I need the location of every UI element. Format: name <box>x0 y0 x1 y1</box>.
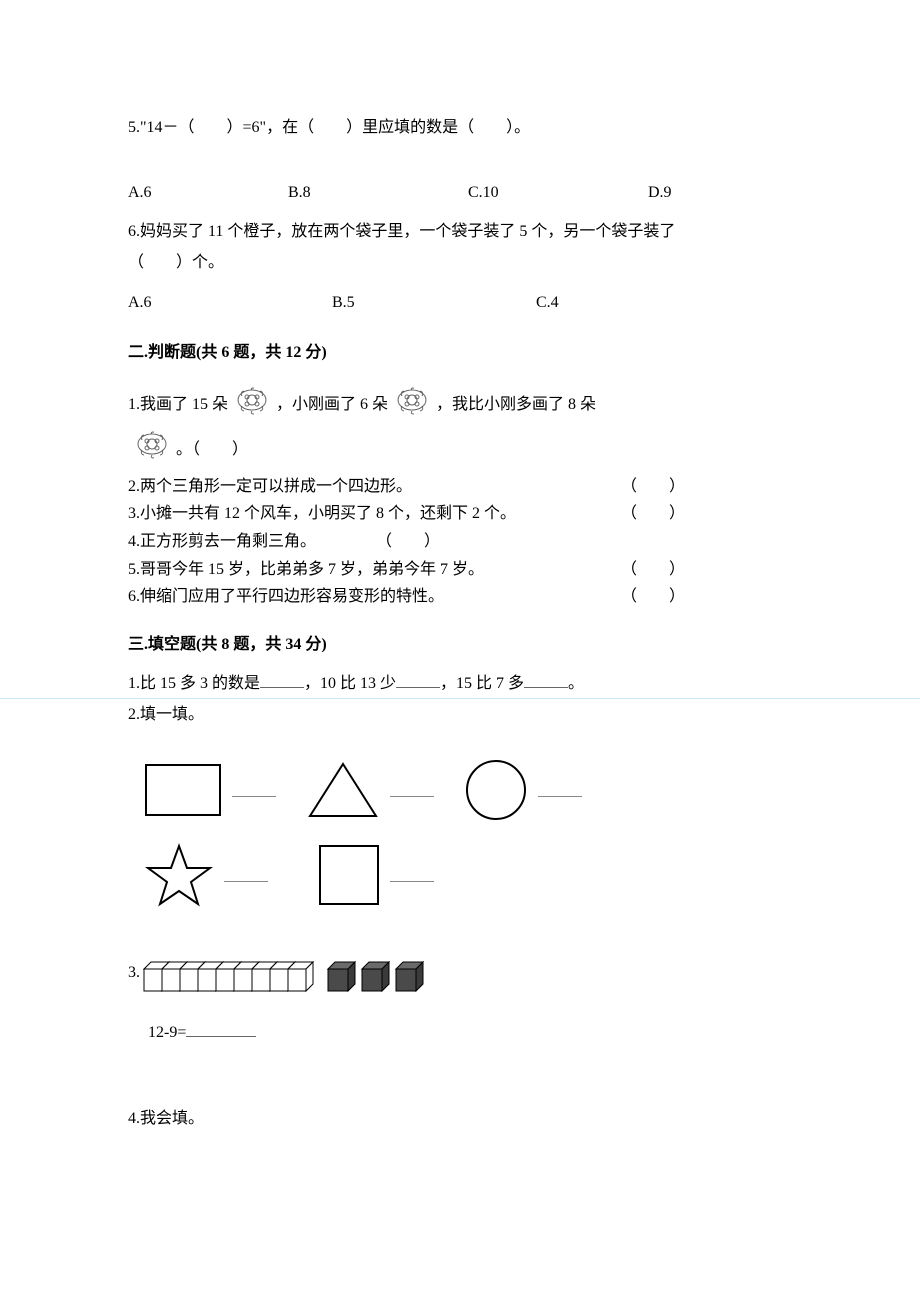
q5-opt-b: B.8 <box>288 180 468 206</box>
expr-text: 12-9= <box>148 1024 186 1041</box>
s2-q4: 4.正方形剪去一角剩三角。 （ ） <box>128 529 795 555</box>
faint-rule <box>0 698 920 699</box>
q6-line1: 6.妈妈买了 11 个橙子，放在两个袋子里，一个袋子装了 5 个，另一个袋子装了 <box>128 219 795 245</box>
s2-q1-d: 。（ ） <box>176 437 248 463</box>
blank[interactable] <box>396 674 440 688</box>
s3-q3-num: 3. <box>128 960 140 986</box>
q5-opt-a: A.6 <box>128 180 288 206</box>
s3-q2: 2.填一填。 <box>128 702 795 728</box>
s2-q6: 6.伸缩门应用了平行四边形容易变形的特性。 （ ） <box>128 584 795 610</box>
s2-q2-text: 2.两个三角形一定可以拼成一个四边形。 <box>128 474 412 500</box>
q6-opt-a: A.6 <box>128 290 332 316</box>
flower-icon <box>132 430 172 469</box>
flower-icon <box>232 386 272 425</box>
page-content: 5."14－（ ）=6"，在（ ）里应填的数是（ ）。 A.6 B.8 C.10… <box>0 0 920 677</box>
s3-q1: 1.比 15 多 3 的数是 ，10 比 13 少 ，15 比 7 多 。 <box>128 671 795 697</box>
s2-q5-text: 5.哥哥今年 15 岁，比弟弟多 7 岁，弟弟今年 7 岁。 <box>128 557 484 583</box>
q5-text: 5."14－（ ）=6"，在（ ）里应填的数是（ ）。 <box>128 115 795 141</box>
section2-title: 二.判断题(共 6 题，共 12 分) <box>128 340 795 366</box>
q6-options: A.6 B.5 C.4 <box>128 290 795 316</box>
blank[interactable] <box>186 1023 256 1037</box>
paren: （ ） <box>621 584 795 610</box>
blank[interactable] <box>224 868 268 882</box>
shape-rect <box>144 763 276 817</box>
q5-options: A.6 B.8 C.10 D.9 <box>128 180 795 206</box>
blank[interactable] <box>524 674 568 688</box>
q6-opt-b: B.5 <box>332 290 536 316</box>
s2-q2: 2.两个三角形一定可以拼成一个四边形。 （ ） <box>128 474 795 500</box>
s2-q1: 1.我画了 15 朵 ，小刚画了 6 朵 <box>128 386 795 425</box>
s3-q1-c: ，15 比 7 多 <box>440 675 524 692</box>
s2-q1-a: 1.我画了 15 朵 <box>128 392 228 418</box>
shape-square <box>318 844 434 906</box>
s2-q1-b: ，小刚画了 6 朵 <box>276 392 388 418</box>
blank[interactable] <box>390 783 434 797</box>
s2-q1-cont: 。（ ） <box>128 430 795 469</box>
q5-opt-d: D.9 <box>648 180 672 206</box>
paren: （ ） <box>621 557 795 583</box>
s3-q1-b: ，10 比 13 少 <box>304 675 396 692</box>
s2-q3: 3.小摊一共有 12 个风车，小明买了 8 个，还剩下 2 个。 （ ） <box>128 501 795 527</box>
shape-circle <box>464 758 582 822</box>
s3-q3: 3. <box>128 952 795 996</box>
shape-star <box>144 842 268 908</box>
cubes-row <box>142 960 440 996</box>
section3-title: 三.填空题(共 8 题，共 34 分) <box>128 632 795 658</box>
s3-q3-expr: 12-9= <box>148 1020 795 1046</box>
paren: （ ） <box>621 501 795 527</box>
s2-q3-text: 3.小摊一共有 12 个风车，小明买了 8 个，还剩下 2 个。 <box>128 501 516 527</box>
page-content-2: 1.比 15 多 3 的数是 ，10 比 13 少 ，15 比 7 多 。 2.填一填… <box>0 671 920 1131</box>
q6-opt-c: C.4 <box>536 290 559 316</box>
flower-icon <box>392 386 432 425</box>
blank[interactable] <box>260 674 304 688</box>
s2-q1-c: ，我比小刚多画了 8 朵 <box>436 392 596 418</box>
s3-q1-d: 。 <box>568 675 584 692</box>
s3-q4: 4.我会填。 <box>128 1106 795 1132</box>
paren: （ ） <box>621 474 795 500</box>
s3-q1-a: 1.比 15 多 3 的数是 <box>128 675 260 692</box>
blank[interactable] <box>232 783 276 797</box>
s2-q5: 5.哥哥今年 15 岁，比弟弟多 7 岁，弟弟今年 7 岁。 （ ） <box>128 557 795 583</box>
s2-q4-text: 4.正方形剪去一角剩三角。 <box>128 529 316 555</box>
shape-row-2 <box>144 842 795 908</box>
blank[interactable] <box>390 868 434 882</box>
cubes-icon <box>142 960 440 996</box>
shape-triangle <box>306 760 434 820</box>
s2-q6-text: 6.伸缩门应用了平行四边形容易变形的特性。 <box>128 584 444 610</box>
paren: （ ） <box>376 529 440 555</box>
shape-row-1 <box>144 758 795 822</box>
q5-opt-c: C.10 <box>468 180 648 206</box>
q6-line2: （ ）个。 <box>128 250 795 276</box>
blank[interactable] <box>538 783 582 797</box>
